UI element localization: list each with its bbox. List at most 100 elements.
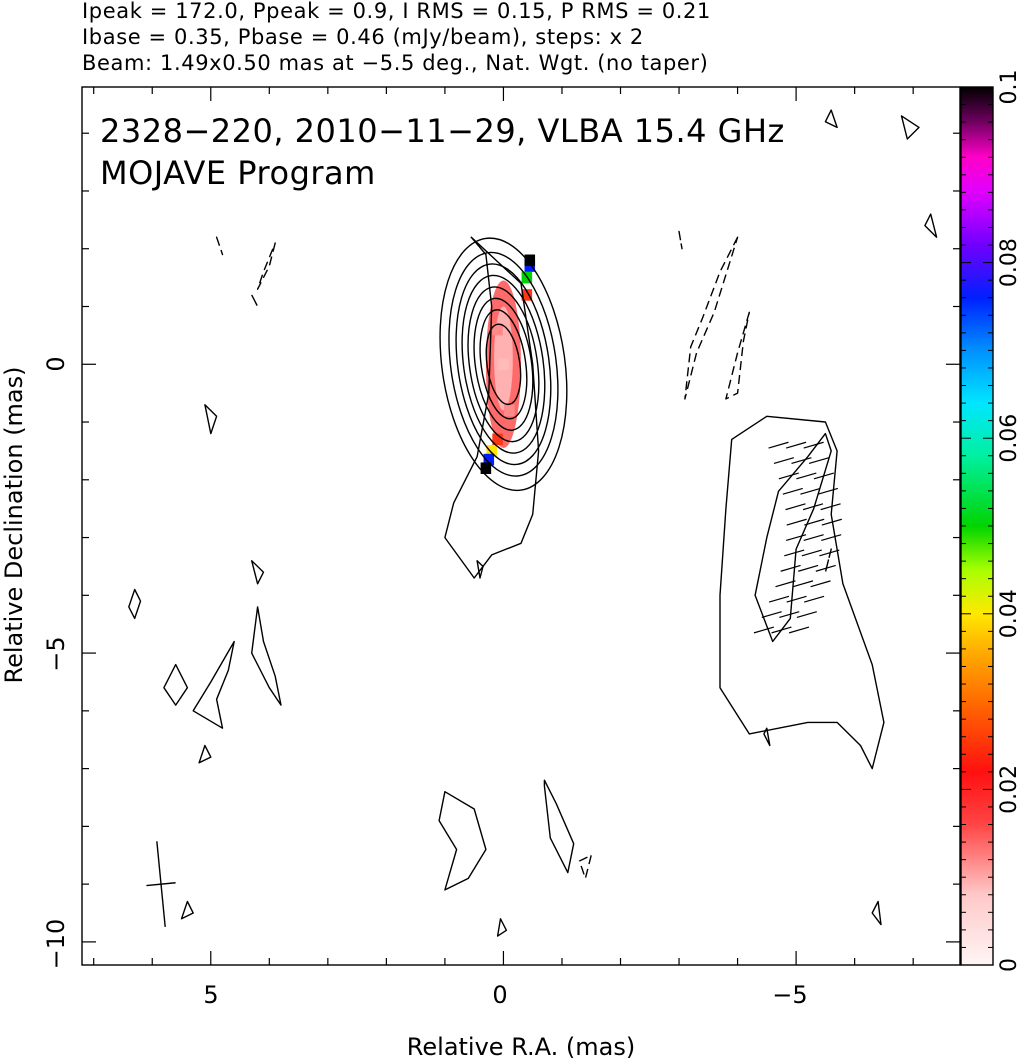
contour [128,588,142,620]
polarization-pixel [498,358,509,371]
evpa-tick [768,441,789,449]
evpa-tick [804,518,825,526]
contour [754,432,832,643]
contour [763,727,771,747]
evpa-tick [819,549,840,557]
contour [871,900,882,926]
colorbar-tick-label: 0.04 [997,589,1022,638]
evpa-tick [779,611,800,619]
polarization-pixel [480,462,492,475]
contour [543,779,575,874]
contour [924,213,938,238]
evpa-tick [810,580,831,588]
axis-ticks [82,87,960,965]
plot-frame [81,86,961,966]
evpa-tick [803,441,824,449]
core-contour [479,309,528,420]
polarization-pixel [521,289,533,301]
evpa-tick [784,549,805,557]
evpa-tick [796,611,817,619]
evpa-ticks [753,441,842,634]
evpa-tick [821,518,842,526]
y-axis-label: Relative Declination (mas) [0,366,28,683]
evpa-tick [803,534,824,542]
polarization-pixel [486,445,498,457]
evpa-tick [778,472,799,480]
contour [496,918,508,937]
evpa-tick [773,457,795,464]
evpa-tick [820,503,841,511]
colorbar-ticks: 0 0.02 0.04 0.06 0.08 0.1 [961,70,1022,972]
contour [198,744,212,764]
evpa-tick [785,441,807,449]
evpa-tick [753,626,775,634]
negative-contour [824,548,832,573]
evpa-tick [796,472,817,480]
contour [251,606,282,706]
negative-contour [215,236,224,256]
evpa-tick [817,487,839,495]
evpa-tick [782,487,803,495]
colorbar-tick-label: 0.08 [997,238,1022,287]
header-line-3: Beam: 1.49x0.50 mas at −5.5 deg., Nat. W… [82,51,709,75]
contour [192,640,235,729]
y-tick-label: −5 [42,636,70,671]
contour [438,791,487,891]
header-line-2: Ibase = 0.35, Pbase = 0.46 (mJy/beam), s… [82,25,644,49]
contour [251,560,265,585]
polarization-pixel [504,404,515,417]
contour [824,109,838,129]
evpa-tick [815,564,836,572]
x-tick-labels: 5 0 −5 [203,981,807,1009]
colorbar: 0 0.02 0.04 0.06 0.08 0.1 [960,70,1022,972]
core-contour [455,263,552,466]
evpa-tick [768,595,790,603]
core-contour [467,286,540,443]
core-contour [473,297,534,431]
evpa-tick [771,626,792,634]
evpa-tick [804,595,825,603]
colorbar-tick-label: 0.1 [997,70,1022,105]
evpa-tick [786,518,807,526]
evpa-tick [785,534,807,542]
x-tick-label: 5 [203,981,218,1009]
negative-contour [251,294,259,308]
evpa-tick [780,564,801,572]
header-line-1: Ipeak = 172.0, Ppeak = 0.9, I RMS = 0.15… [82,0,711,23]
y-tick-label: −10 [42,919,70,970]
y-tick-labels: 0 −5 −10 [42,356,70,969]
evpa-tick [786,595,807,603]
evpa-tick [792,580,814,588]
beam-cross [146,841,176,928]
contour [476,560,484,579]
negative-contour [578,854,592,880]
evpa-tick [808,457,830,464]
contour [900,115,920,140]
y-tick-label: 0 [42,356,70,371]
x-axis-label: Relative R.A. (mas) [407,1033,635,1061]
polarization-pixel [492,323,503,336]
contour [719,415,885,770]
colorbar-tick-label: 0.02 [997,765,1022,814]
contour [204,404,218,435]
chart-subtitle: MOJAVE Program [100,154,376,192]
contour [163,663,189,706]
evpa-tick [788,626,810,634]
chart-title: 2328−220, 2010−11−29, VLBA 15.4 GHz [100,112,785,150]
evpa-tick [791,457,812,464]
evpa-tick [775,580,796,588]
evpa-tick [813,472,835,480]
contour [444,236,540,579]
colorbar-tick-label: 0.06 [997,414,1022,463]
evpa-tick [821,534,842,542]
evpa-tick [800,487,821,495]
evpa-tick [785,503,806,511]
polarization-pixel [492,433,503,446]
core-contour [461,274,546,454]
negative-contour [678,230,683,250]
core-contour [439,237,568,492]
contour-lines [128,109,938,937]
x-tick-label: −5 [772,981,807,1009]
negative-contour [256,242,276,290]
